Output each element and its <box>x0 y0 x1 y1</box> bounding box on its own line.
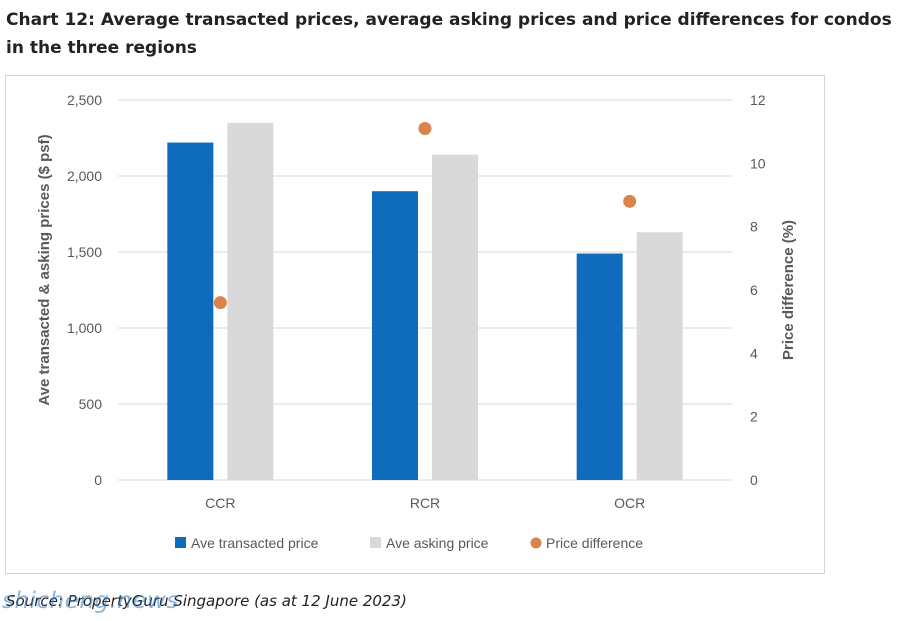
bar-asking <box>636 232 683 480</box>
x-tick-label: OCR <box>614 495 645 511</box>
legend-asking-swatch <box>370 537 381 548</box>
y2-tick-label: 6 <box>750 282 758 298</box>
point-price-difference <box>418 122 432 135</box>
x-tick-label: RCR <box>410 495 440 511</box>
bar-transacted <box>576 253 623 480</box>
y2-tick-label: 10 <box>750 155 766 171</box>
point-price-difference <box>623 194 637 208</box>
y2-tick-label: 2 <box>750 409 758 425</box>
bar-asking <box>432 154 478 480</box>
legend-transacted-swatch <box>175 537 186 548</box>
watermark: shicheng.news <box>2 588 179 614</box>
y-tick-label: 0 <box>94 472 102 488</box>
x-tick-label: CCR <box>205 495 235 511</box>
point-price-difference <box>213 296 227 310</box>
chart-title: Chart 12: Average transacted prices, ave… <box>6 10 892 58</box>
y2-tick-label: 4 <box>750 345 758 361</box>
legend-transacted-label: Ave transacted price <box>191 535 319 551</box>
bar-transacted <box>167 142 214 480</box>
y2-tick-label: 12 <box>750 92 766 108</box>
y-tick-label: 2,000 <box>67 168 102 184</box>
source-note: Source: PropertyGuru Singapore (as at 12… <box>6 592 407 610</box>
legend-asking-label: Ave asking price <box>386 535 489 551</box>
bar-transacted <box>372 191 418 480</box>
y2-tick-label: 0 <box>750 472 758 488</box>
y-axis-title: Ave transacted & asking prices ($ psf) <box>36 134 53 405</box>
legend-difference-swatch <box>530 537 542 549</box>
y2-tick-label: 8 <box>750 219 758 235</box>
legend-difference-label: Price difference <box>546 535 643 551</box>
y2-axis-title: Price difference (%) <box>780 220 797 360</box>
y-tick-label: 500 <box>79 396 103 412</box>
y-tick-label: 1,000 <box>67 320 102 336</box>
y-tick-label: 1,500 <box>67 244 102 260</box>
bar-asking <box>227 122 274 481</box>
y-tick-label: 2,500 <box>67 92 102 108</box>
